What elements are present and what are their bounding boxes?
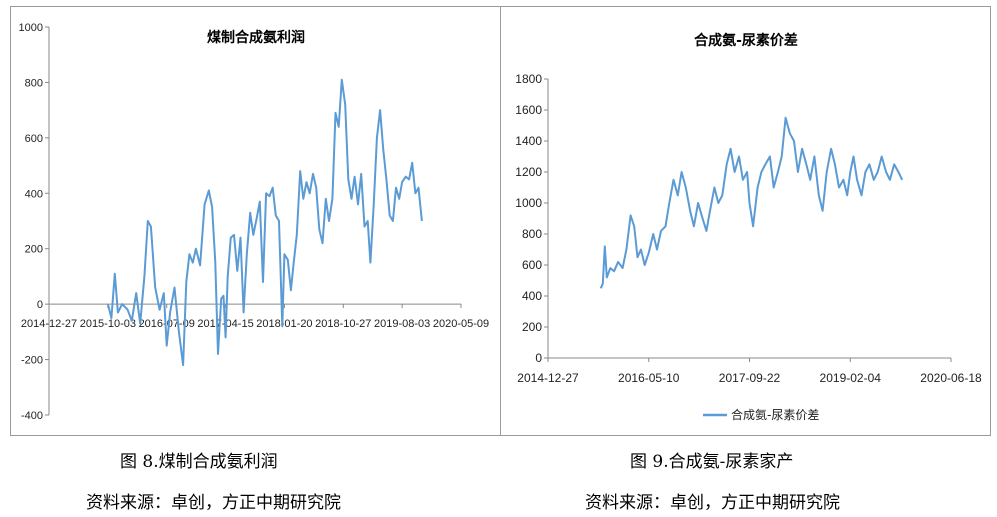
chart-left-x-tick-label: 2014-12-27 <box>21 318 77 330</box>
chart-right-y-tick-label: 0 <box>535 351 542 365</box>
chart-left-x-tick-label: 2020-05-09 <box>433 318 489 330</box>
chart-left-y-tick-label: 200 <box>25 244 43 256</box>
chart-right-x-tick-label: 2016-05-10 <box>618 371 680 385</box>
figure-source-left: 资料来源：卓创，方正中期研究院 <box>86 493 341 513</box>
chart-left-title: 煤制合成氨利润 <box>207 29 305 46</box>
chart-right-title: 合成氨-尿素价差 <box>694 32 798 49</box>
chart-right-series-line <box>599 116 904 289</box>
chart-right-x-tick-label: 2019-02-04 <box>820 371 882 385</box>
figure-caption-right: 图 9.合成氨-尿素家产 <box>630 452 794 472</box>
chart-left-y-tick-label: 0 <box>37 299 43 311</box>
chart-panel-left: 煤制合成氨利润 -400 -200 0 200 400 600 800 1000 2014-12… <box>10 6 501 436</box>
chart-right-x-tick-label: 2017-09-22 <box>719 371 781 385</box>
chart-left-x-tick-label: 2015-10-03 <box>80 318 136 330</box>
chart-left-series-line <box>106 78 423 367</box>
chart-right-y-tick-label: 1000 <box>515 196 542 210</box>
chart-right-y-tick-label: 1600 <box>515 103 542 117</box>
chart-left-x-tick-label: 2018-10-27 <box>315 318 371 330</box>
chart-right-x-tick-label: 2014-12-27 <box>517 371 579 385</box>
chart-panel-right: 合成氨-尿素价差 0 200 400 600 800 1000 1200 1400 1600 18… <box>500 6 991 436</box>
figure-caption-left: 图 8.煤制合成氨利润 <box>120 452 278 472</box>
chart-right-y-tick-label: 1400 <box>515 134 542 148</box>
chart-right-y-tick-label: 1200 <box>515 165 542 179</box>
chart-left-x-tick-label: 2016-07-09 <box>139 318 195 330</box>
chart-left-y-tick-label: 1000 <box>19 22 43 34</box>
chart-left-svg: 煤制合成氨利润 -400 -200 0 200 400 600 800 1000 2014-12… <box>19 22 490 422</box>
chart-left-y-tick-label: 800 <box>25 77 43 89</box>
chart-left-x-tick-label: 2018-01-20 <box>256 318 312 330</box>
chart-left-y-tick-label: 400 <box>25 188 43 200</box>
figure-source-right: 资料来源：卓创，方正中期研究院 <box>585 493 840 513</box>
chart-left-x-tick-label: 2019-08-03 <box>374 318 430 330</box>
chart-right-legend-label: 合成氨-尿素价差 <box>731 407 819 422</box>
chart-right-svg: 合成氨-尿素价差 0 200 400 600 800 1000 1200 1400 1600 18… <box>515 32 982 422</box>
chart-right-y-tick-label: 400 <box>522 289 542 303</box>
chart-right-y-tick-label: 800 <box>522 227 542 241</box>
chart-left-y-tick-label: -400 <box>21 410 43 422</box>
chart-left-y-tick-label: 600 <box>25 133 43 145</box>
chart-left-y-tick-label: -200 <box>21 355 43 367</box>
chart-right-y-tick-label: 200 <box>522 320 542 334</box>
chart-right-y-tick-label: 600 <box>522 258 542 272</box>
chart-right-y-tick-label: 1800 <box>515 72 542 86</box>
chart-right-x-tick-label: 2020-06-18 <box>920 371 982 385</box>
